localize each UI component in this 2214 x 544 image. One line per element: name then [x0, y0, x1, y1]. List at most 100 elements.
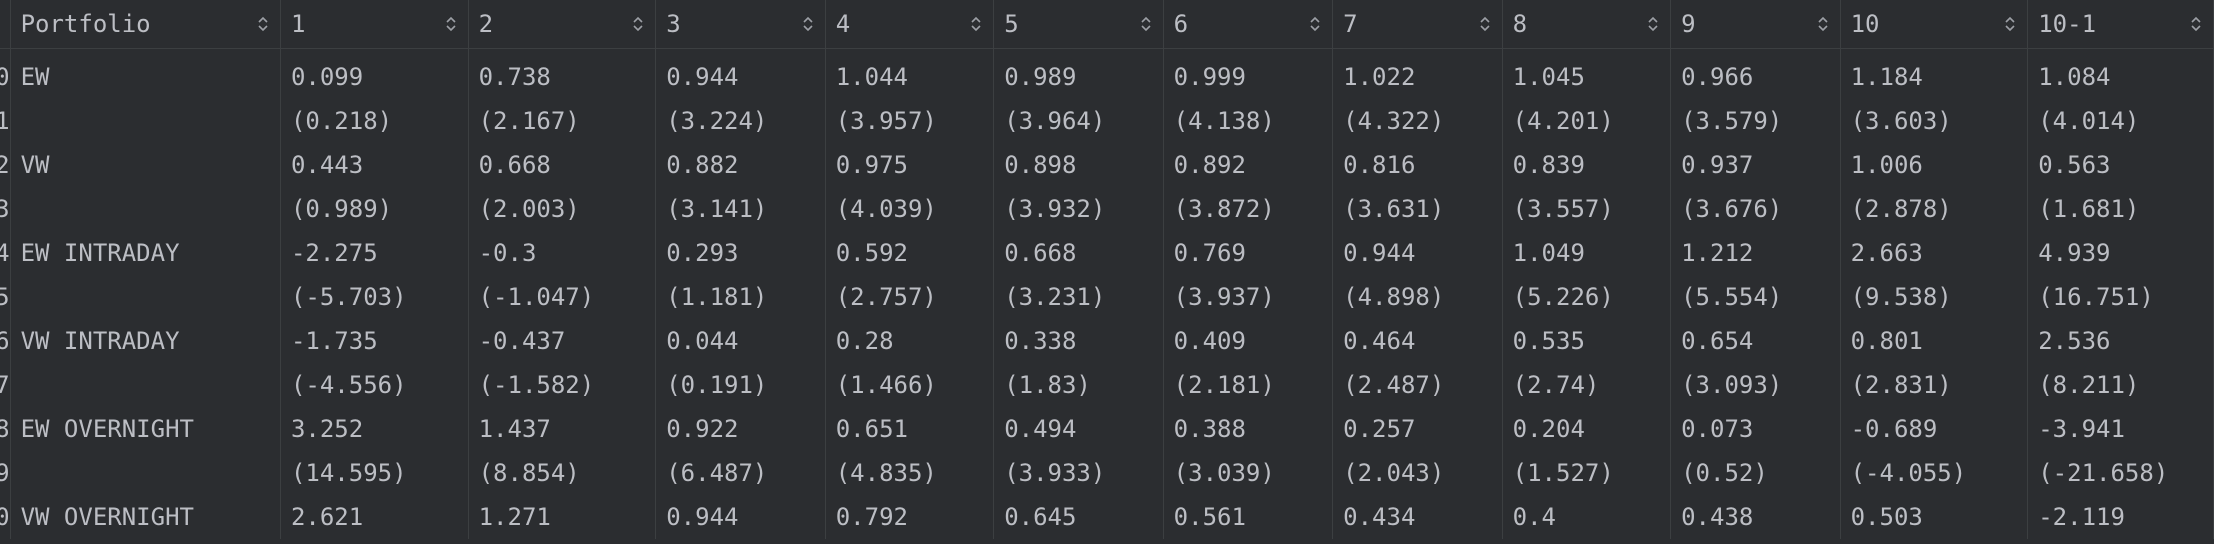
value-cell[interactable]: (-4.055): [1840, 451, 2029, 495]
value-cell[interactable]: (3.039): [1163, 451, 1334, 495]
sort-arrows-icon[interactable]: [2005, 16, 2015, 32]
value-cell[interactable]: (1.681): [2027, 187, 2214, 231]
value-cell[interactable]: 1.022: [1332, 48, 1503, 99]
value-cell[interactable]: (-1.047): [468, 275, 657, 319]
value-cell[interactable]: 0.257: [1332, 407, 1503, 451]
value-cell[interactable]: 1.271: [468, 495, 657, 539]
value-cell[interactable]: 1.084: [2027, 48, 2214, 99]
value-cell[interactable]: (2.831): [1840, 363, 2029, 407]
value-cell[interactable]: (8.854): [468, 451, 657, 495]
value-cell[interactable]: (4.138): [1163, 99, 1334, 143]
value-cell[interactable]: (4.322): [1332, 99, 1503, 143]
sort-arrows-icon[interactable]: [1648, 16, 1658, 32]
value-cell[interactable]: 0.882: [655, 143, 826, 187]
value-cell[interactable]: 0.28: [825, 319, 995, 363]
value-cell[interactable]: 0.769: [1163, 231, 1334, 275]
value-cell[interactable]: 0.073: [1670, 407, 1841, 451]
value-cell[interactable]: -0.3: [468, 231, 657, 275]
sort-arrows-icon[interactable]: [633, 16, 643, 32]
value-cell[interactable]: (3.224): [655, 99, 826, 143]
value-cell[interactable]: (3.141): [655, 187, 826, 231]
value-cell[interactable]: -0.689: [1840, 407, 2029, 451]
value-cell[interactable]: 0.388: [1163, 407, 1334, 451]
value-cell[interactable]: -2.275: [280, 231, 469, 275]
value-cell[interactable]: 0.975: [825, 143, 995, 187]
value-cell[interactable]: (1.527): [1502, 451, 1672, 495]
value-cell[interactable]: (1.181): [655, 275, 826, 319]
table-row[interactable]: 2 VW 0.443 0.668 0.882 0.975 0.898 0.892 0.816 0.…: [0, 143, 2214, 187]
value-cell[interactable]: (3.557): [1502, 187, 1672, 231]
sort-arrows-icon[interactable]: [1480, 16, 1490, 32]
value-cell[interactable]: (2.043): [1332, 451, 1503, 495]
value-cell[interactable]: (3.932): [993, 187, 1164, 231]
value-cell[interactable]: 0.438: [1670, 495, 1841, 539]
value-cell[interactable]: 0.434: [1332, 495, 1503, 539]
value-cell[interactable]: 2.621: [280, 495, 469, 539]
value-cell[interactable]: (2.878): [1840, 187, 2029, 231]
value-cell[interactable]: (3.933): [993, 451, 1164, 495]
value-cell[interactable]: (2.181): [1163, 363, 1334, 407]
sort-arrows-icon[interactable]: [1141, 16, 1151, 32]
value-cell[interactable]: (8.211): [2027, 363, 2214, 407]
portfolio-cell[interactable]: VW: [10, 143, 281, 187]
column-header[interactable]: 3: [655, 0, 826, 49]
sort-arrows-icon[interactable]: [1818, 16, 1828, 32]
value-cell[interactable]: 0.4: [1502, 495, 1672, 539]
value-cell[interactable]: 0.999: [1163, 48, 1334, 99]
value-cell[interactable]: (16.751): [2027, 275, 2214, 319]
value-cell[interactable]: (-1.582): [468, 363, 657, 407]
value-cell[interactable]: 0.922: [655, 407, 826, 451]
value-cell[interactable]: 0.503: [1840, 495, 2029, 539]
value-cell[interactable]: 0.668: [993, 231, 1164, 275]
value-cell[interactable]: (2.003): [468, 187, 657, 231]
portfolio-cell[interactable]: EW INTRADAY: [10, 231, 281, 275]
value-cell[interactable]: 0.293: [655, 231, 826, 275]
value-cell[interactable]: 0.937: [1670, 143, 1841, 187]
value-cell[interactable]: 0.892: [1163, 143, 1334, 187]
value-cell[interactable]: 0.792: [825, 495, 995, 539]
value-cell[interactable]: -2.119: [2027, 495, 2214, 539]
value-cell[interactable]: (2.167): [468, 99, 657, 143]
value-cell[interactable]: (1.466): [825, 363, 995, 407]
value-cell[interactable]: 0.989: [993, 48, 1164, 99]
portfolio-cell[interactable]: EW: [10, 48, 281, 99]
value-cell[interactable]: -3.941: [2027, 407, 2214, 451]
value-cell[interactable]: 0.645: [993, 495, 1164, 539]
value-cell[interactable]: 0.464: [1332, 319, 1503, 363]
value-cell[interactable]: 0.898: [993, 143, 1164, 187]
value-cell[interactable]: 0.651: [825, 407, 995, 451]
value-cell[interactable]: 3.252: [280, 407, 469, 451]
value-cell[interactable]: 2.536: [2027, 319, 2214, 363]
value-cell[interactable]: 0.204: [1502, 407, 1672, 451]
value-cell[interactable]: 0.443: [280, 143, 469, 187]
value-cell[interactable]: 0.563: [2027, 143, 2214, 187]
sort-arrows-icon[interactable]: [2191, 16, 2201, 32]
value-cell[interactable]: (0.218): [280, 99, 469, 143]
column-header[interactable]: 2: [468, 0, 657, 49]
column-header[interactable]: 4: [825, 0, 995, 49]
table-row[interactable]: 3 (0.989) (2.003) (3.141) (4.039) (3.932) (3.8…: [0, 187, 2214, 231]
table-row[interactable]: 6 VW INTRADAY -1.735 -0.437 0.044 0.28 0.338 0.…: [0, 319, 2214, 363]
value-cell[interactable]: 1.049: [1502, 231, 1672, 275]
value-cell[interactable]: (0.191): [655, 363, 826, 407]
value-cell[interactable]: (4.835): [825, 451, 995, 495]
value-cell[interactable]: 1.212: [1670, 231, 1841, 275]
value-cell[interactable]: 1.437: [468, 407, 657, 451]
table-row[interactable]: 9 (14.595) (8.854) (6.487) (4.835) (3.933) (3.…: [0, 451, 2214, 495]
value-cell[interactable]: (-4.556): [280, 363, 469, 407]
table-row[interactable]: 4 EW INTRADAY -2.275 -0.3 0.293 0.592 0.668 0.7…: [0, 231, 2214, 275]
sort-arrows-icon[interactable]: [1310, 16, 1320, 32]
value-cell[interactable]: (4.014): [2027, 99, 2214, 143]
value-cell[interactable]: (-5.703): [280, 275, 469, 319]
portfolio-cell[interactable]: EW OVERNIGHT: [10, 407, 281, 451]
value-cell[interactable]: 0.668: [468, 143, 657, 187]
value-cell[interactable]: 0.944: [655, 495, 826, 539]
value-cell[interactable]: 1.045: [1502, 48, 1672, 99]
value-cell[interactable]: (5.554): [1670, 275, 1841, 319]
column-header[interactable]: 10-1: [2027, 0, 2214, 49]
column-header[interactable]: 6: [1163, 0, 1334, 49]
value-cell[interactable]: 0.801: [1840, 319, 2029, 363]
value-cell[interactable]: 0.535: [1502, 319, 1672, 363]
value-cell[interactable]: 0.654: [1670, 319, 1841, 363]
